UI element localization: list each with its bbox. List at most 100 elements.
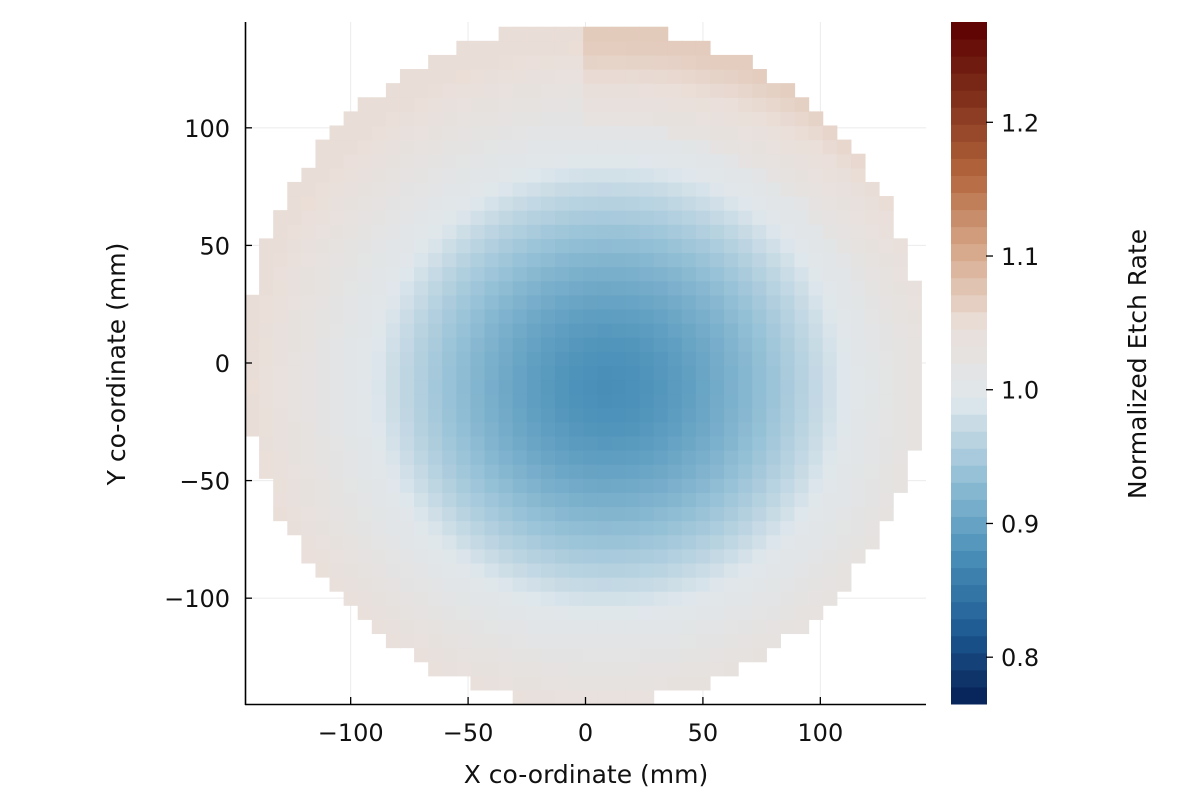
- heatmap-cell: [724, 280, 739, 296]
- heatmap-cell: [399, 407, 415, 423]
- heatmap-cell: [639, 153, 655, 169]
- heatmap-cell: [667, 393, 683, 409]
- heatmap-cell: [681, 534, 697, 550]
- heatmap-cell: [893, 450, 908, 465]
- heatmap-cell: [738, 69, 753, 84]
- colorbar-band: [951, 243, 987, 262]
- heatmap-cell: [399, 548, 415, 564]
- heatmap-cell: [414, 69, 429, 84]
- heatmap-cell: [554, 647, 570, 663]
- heatmap-cell: [611, 365, 627, 381]
- heatmap-cell: [442, 661, 457, 677]
- heatmap-cell: [287, 464, 302, 479]
- heatmap-cell: [738, 492, 753, 508]
- heatmap-cell: [639, 675, 655, 691]
- heatmap-cell: [850, 393, 866, 409]
- heatmap-cell: [653, 111, 669, 127]
- heatmap-cell: [428, 591, 443, 606]
- heatmap-cell: [371, 421, 387, 437]
- heatmap-cell: [794, 153, 810, 169]
- heatmap-cell: [724, 619, 739, 635]
- heatmap-cell: [371, 464, 387, 479]
- heatmap-cell: [456, 506, 472, 522]
- heatmap-cell: [428, 111, 443, 127]
- heatmap-cell: [554, 308, 570, 324]
- heatmap-cell: [399, 139, 415, 155]
- heatmap-cell: [498, 224, 514, 239]
- heatmap-cell: [752, 464, 767, 479]
- heatmap-cell: [554, 139, 570, 155]
- heatmap-cell: [850, 323, 866, 338]
- heatmap-cell: [639, 365, 655, 381]
- heatmap-cell: [625, 83, 641, 98]
- heatmap-cell: [569, 266, 584, 282]
- heatmap-cell: [907, 323, 922, 338]
- heatmap-cell: [456, 40, 472, 56]
- heatmap-cell: [329, 351, 345, 366]
- heatmap-cell: [611, 379, 627, 395]
- heatmap-cell: [625, 153, 641, 169]
- heatmap-cell: [301, 393, 317, 409]
- heatmap-cell: [315, 323, 331, 338]
- heatmap-cell: [583, 153, 598, 169]
- heatmap-cell: [399, 238, 415, 254]
- heatmap-cell: [583, 421, 598, 437]
- heatmap-cell: [709, 421, 725, 437]
- heatmap-cell: [893, 407, 908, 423]
- heatmap-cell: [724, 210, 739, 225]
- heatmap-cell: [569, 464, 584, 479]
- heatmap-cell: [498, 506, 514, 522]
- heatmap-cell: [470, 534, 486, 550]
- heatmap-cell: [681, 266, 697, 282]
- heatmap-cell: [738, 548, 753, 564]
- heatmap-cell: [470, 492, 486, 508]
- heatmap-cell: [625, 196, 641, 211]
- heatmap-cell: [371, 520, 387, 536]
- heatmap-cell: [794, 520, 810, 536]
- heatmap-cell: [653, 379, 669, 395]
- heatmap-cell: [893, 252, 908, 268]
- heatmap-cell: [808, 266, 824, 282]
- heatmap-cell: [850, 492, 866, 508]
- heatmap-cell: [864, 252, 880, 268]
- heatmap-cell: [385, 421, 401, 437]
- heatmap-cell: [611, 661, 627, 677]
- heatmap-cell: [569, 605, 584, 620]
- heatmap-cell: [864, 478, 880, 493]
- heatmap-cell: [667, 167, 683, 183]
- heatmap-cell: [456, 83, 472, 98]
- heatmap-cell: [794, 280, 810, 296]
- heatmap-cell: [709, 450, 725, 465]
- heatmap-cell: [343, 294, 359, 310]
- heatmap-cell: [681, 577, 697, 592]
- heatmap-cell: [653, 167, 669, 183]
- heatmap-cell: [667, 591, 683, 606]
- heatmap-cell: [414, 294, 429, 310]
- heatmap-cell: [357, 252, 373, 268]
- heatmap-cell: [808, 252, 824, 268]
- heatmap-cell: [569, 252, 584, 268]
- heatmap-cell: [625, 224, 641, 239]
- heatmap-cell: [667, 562, 683, 578]
- heatmap-cell: [357, 167, 373, 183]
- heatmap-cell: [597, 167, 612, 183]
- heatmap-cell: [484, 548, 500, 564]
- heatmap-cell: [808, 393, 824, 409]
- heatmap-cell: [498, 252, 514, 268]
- heatmap-cell: [681, 393, 697, 409]
- heatmap-cell: [540, 365, 556, 381]
- heatmap-cell: [456, 97, 472, 112]
- heatmap-cell: [822, 520, 838, 536]
- heatmap-cell: [766, 562, 782, 578]
- heatmap-cell: [371, 323, 387, 338]
- heatmap-cell: [752, 266, 767, 282]
- heatmap-cell: [808, 351, 824, 366]
- heatmap-cell: [526, 238, 542, 254]
- heatmap-cell: [512, 675, 528, 691]
- heatmap-cell: [357, 351, 373, 366]
- heatmap-cell: [428, 577, 443, 592]
- heatmap-cell: [639, 323, 655, 338]
- heatmap-cell: [343, 139, 359, 155]
- colorbar-band: [951, 635, 987, 654]
- heatmap-cell: [343, 181, 359, 197]
